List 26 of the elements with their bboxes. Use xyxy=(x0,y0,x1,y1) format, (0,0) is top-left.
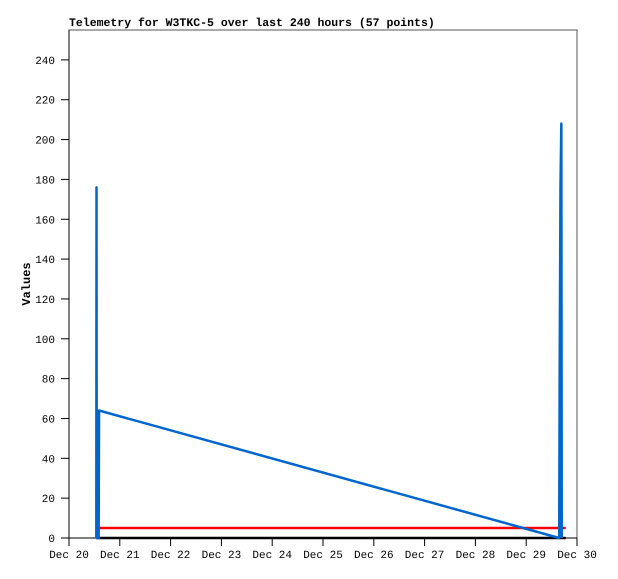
x-tick-label: Dec 20 xyxy=(49,550,89,562)
chart-title: Telemetry for W3TKC-5 over last 240 hours (57 points) xyxy=(69,17,435,30)
y-tick-label: 180 xyxy=(35,175,55,188)
x-tick-label: Dec 24 xyxy=(252,550,292,562)
x-tick-label: Dec 30 xyxy=(557,550,597,562)
x-tick-label: Dec 25 xyxy=(303,550,343,562)
y-tick-label: 100 xyxy=(35,334,55,347)
y-tick-label: 20 xyxy=(42,494,55,506)
x-tick-label: Dec 22 xyxy=(150,550,190,562)
y-tick-label: 160 xyxy=(35,215,55,228)
y-tick-label: 240 xyxy=(35,56,55,68)
x-tick-label: Dec 21 xyxy=(100,550,140,562)
y-tick-label: 200 xyxy=(35,136,55,148)
x-tick-label: Dec 29 xyxy=(506,550,546,562)
x-tick-label: Dec 26 xyxy=(354,550,394,562)
y-tick-label: 220 xyxy=(35,96,55,108)
x-tick-label: Dec 28 xyxy=(456,550,496,562)
y-tick-label: 80 xyxy=(42,374,55,387)
y-tick-label: 140 xyxy=(35,255,55,268)
x-tick-label: Dec 27 xyxy=(404,550,444,562)
y-tick-label: 120 xyxy=(35,294,55,307)
x-tick-label: Dec 23 xyxy=(202,550,242,562)
y-tick-label: 40 xyxy=(42,454,55,466)
y-tick-label: 0 xyxy=(48,534,55,546)
y-axis-title: Values xyxy=(20,262,34,306)
y-tick-label: 60 xyxy=(42,414,55,426)
